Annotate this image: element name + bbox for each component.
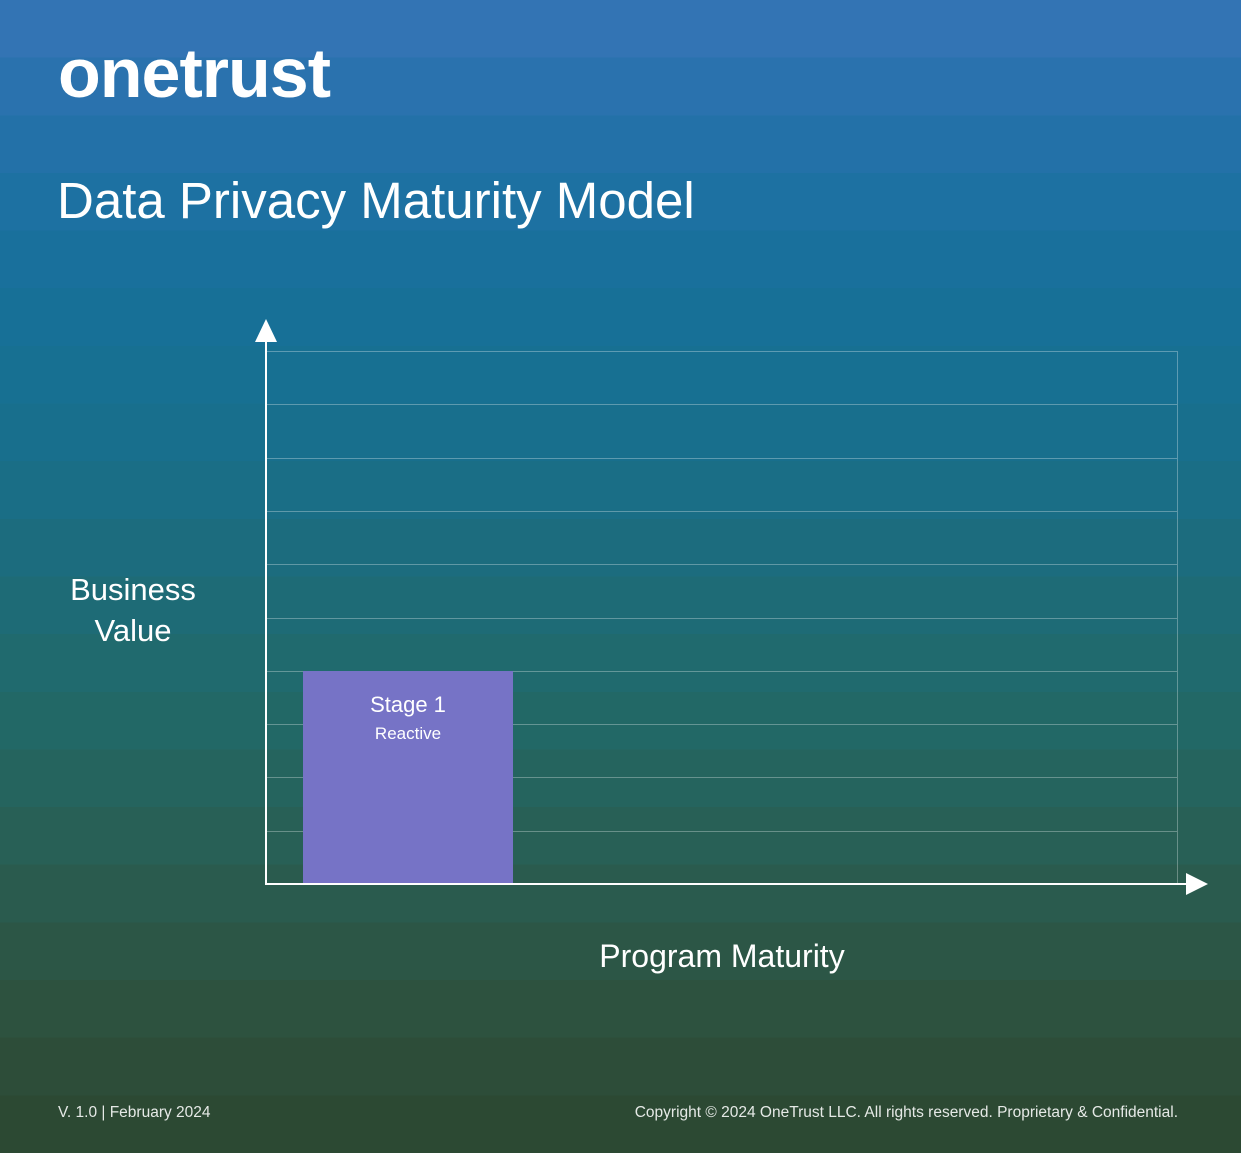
x-axis-arrow-icon [1186,873,1208,895]
stage1-bar-label: Stage 1 [370,691,446,717]
footer: V. 1.0 | February 2024 Copyright © 2024 … [58,1104,1178,1122]
y-axis-arrow-icon [255,319,277,342]
copyright-text: Copyright © 2024 OneTrust LLC. All right… [634,1104,1178,1121]
x-axis-label: Program Maturity [599,938,845,974]
y-axis-label: Business Value [33,570,233,652]
stage1-bar-sublabel: Reactive [374,724,442,744]
gridline [266,457,1177,459]
page-title: Data Privacy Maturity Model [57,172,695,229]
gridline [266,777,1177,779]
gridline [266,351,1177,352]
gridline [266,670,1177,672]
gridline [266,724,1177,726]
stage1-bar: Stage 1 Reactive [303,670,513,884]
x-axis-line [265,883,1190,885]
gridline [266,617,1177,619]
y-axis-label-line1: Business [70,572,196,607]
y-axis-label-line2: Value [94,612,172,648]
gridline [266,564,1177,566]
plot-area: Stage 1 Reactive [266,351,1178,884]
gridline [266,510,1177,512]
y-axis-line [265,336,267,884]
onetrust-logo: onetrust [58,34,331,112]
gridline [266,404,1177,406]
gridline [266,830,1177,832]
version-text: V. 1.0 | February 2024 [58,1104,211,1121]
